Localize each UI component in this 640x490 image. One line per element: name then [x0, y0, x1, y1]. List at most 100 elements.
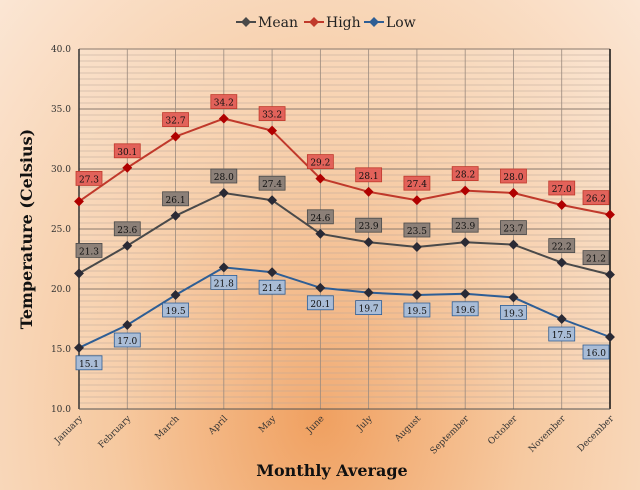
data-point-marker	[411, 242, 422, 252]
data-label: 22.2	[552, 243, 572, 253]
y-tick-label: 25.0	[51, 225, 71, 235]
series-line	[78, 117, 611, 216]
legend-item-low: Low	[364, 15, 416, 31]
series-lines: 21.3 23.6 26.1 28.0 27.4 24.6 23.9 23.5 23.9 23.7…	[74, 94, 615, 371]
data-label: 19.5	[166, 307, 186, 317]
data-label: 23.5	[407, 227, 427, 237]
x-tick-label: December	[576, 414, 617, 455]
data-label: 27.4	[407, 180, 427, 190]
data-point-marker	[460, 185, 471, 196]
series-high: 27.3 30.1 32.7 34.2 33.2 29.2 28.1 27.4 28.2 28.0…	[74, 94, 615, 220]
data-point-marker	[267, 195, 278, 206]
data-label-box	[355, 300, 383, 316]
y-tick-label: 15.0	[51, 345, 71, 355]
legend-marker	[241, 17, 251, 27]
series-line	[78, 266, 611, 349]
data-label-box	[451, 166, 479, 182]
data-label-box	[258, 175, 286, 191]
data-label-box	[258, 279, 286, 295]
data-label: 28.2	[455, 171, 475, 181]
x-tick-label: August	[393, 414, 424, 445]
data-label: 28.0	[214, 173, 234, 183]
data-label-box	[403, 222, 431, 238]
data-point-marker	[122, 240, 133, 251]
data-label-box	[306, 209, 334, 225]
data-point-marker	[170, 131, 181, 142]
legend-item-high: High	[304, 15, 361, 31]
data-label-box	[582, 250, 610, 266]
data-label: 23.6	[117, 226, 137, 236]
y-tick-label: 10.0	[51, 405, 71, 415]
data-label: 20.1	[310, 300, 330, 310]
data-label-box	[210, 94, 238, 109]
y-tick-label: 35.0	[51, 105, 71, 115]
data-label: 29.2	[310, 159, 330, 169]
data-point-marker	[363, 186, 374, 197]
data-point-marker	[605, 269, 615, 280]
data-label-box	[500, 220, 527, 236]
data-label: 15.1	[79, 360, 99, 370]
data-point-marker	[460, 237, 471, 248]
data-point-marker	[556, 257, 567, 268]
data-label: 33.2	[262, 111, 282, 121]
x-tick-label: February	[97, 413, 134, 450]
data-point-marker	[605, 209, 615, 220]
data-label-box	[162, 112, 189, 127]
gridlines	[78, 48, 611, 410]
data-point-marker	[218, 188, 229, 198]
data-label-box	[306, 295, 334, 311]
legend-marker	[309, 17, 319, 27]
data-label: 19.7	[359, 305, 379, 315]
data-label: 21.8	[214, 279, 234, 289]
data-label-box	[113, 221, 141, 237]
data-label-box	[355, 217, 383, 233]
x-tick-label: November	[527, 414, 568, 455]
data-point-marker	[315, 228, 326, 239]
data-label: 28.1	[359, 172, 379, 182]
y-tick-label: 40.0	[51, 45, 71, 55]
data-label-box	[403, 302, 431, 318]
data-label: 27.4	[262, 180, 282, 190]
data-point-marker	[508, 292, 519, 303]
y-tick-label: 30.0	[51, 165, 71, 175]
data-label: 30.1	[117, 148, 137, 158]
data-label: 27.0	[552, 185, 572, 195]
data-label: 19.6	[455, 306, 475, 316]
data-label: 28.0	[503, 173, 523, 183]
x-tick-label: March	[154, 414, 182, 442]
data-label: 21.3	[79, 247, 99, 257]
x-tick-label: May	[257, 413, 279, 435]
data-label-box	[258, 106, 286, 121]
data-point-marker	[315, 282, 326, 293]
data-label-box	[582, 344, 610, 360]
data-label: 26.2	[586, 195, 606, 205]
data-label-box	[500, 168, 527, 184]
data-point-marker	[315, 173, 326, 184]
data-point-marker	[122, 162, 133, 173]
x-tick-label: September	[429, 414, 472, 457]
legend-label: Mean	[258, 15, 298, 31]
legend-label: High	[326, 15, 361, 31]
y-axis-label: Temperature (Celsius)	[17, 129, 36, 329]
x-axis-label: Monthly Average	[256, 461, 407, 480]
data-label: 26.1	[166, 196, 186, 206]
x-tick-label: January	[52, 413, 85, 446]
y-axis-ticks: 10.0 15.0 20.0 25.0 30.0 35.0 40.0	[51, 45, 71, 415]
data-label: 23.9	[359, 222, 379, 232]
data-label: 16.0	[586, 349, 606, 359]
series-line	[78, 191, 611, 276]
data-point-marker	[411, 195, 422, 206]
data-label-box	[75, 242, 103, 258]
data-point-marker	[267, 267, 278, 278]
data-label-box	[75, 355, 103, 371]
data-label: 21.2	[586, 255, 606, 265]
data-label: 17.5	[552, 331, 572, 341]
legend-label: Low	[386, 15, 416, 31]
legend-item-mean: Mean	[236, 15, 298, 31]
data-point-marker	[170, 210, 181, 221]
data-label-box	[113, 332, 141, 348]
data-point-marker	[170, 290, 181, 300]
data-point-marker	[605, 332, 615, 342]
